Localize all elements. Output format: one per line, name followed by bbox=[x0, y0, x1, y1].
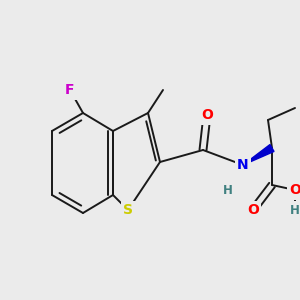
Text: O: O bbox=[247, 203, 259, 217]
Text: S: S bbox=[123, 203, 133, 217]
Text: O: O bbox=[289, 183, 300, 197]
Text: F: F bbox=[65, 83, 75, 97]
Text: O: O bbox=[201, 108, 213, 122]
Text: H: H bbox=[290, 203, 300, 217]
Text: H: H bbox=[223, 184, 233, 196]
Polygon shape bbox=[243, 145, 274, 165]
Text: N: N bbox=[237, 158, 249, 172]
